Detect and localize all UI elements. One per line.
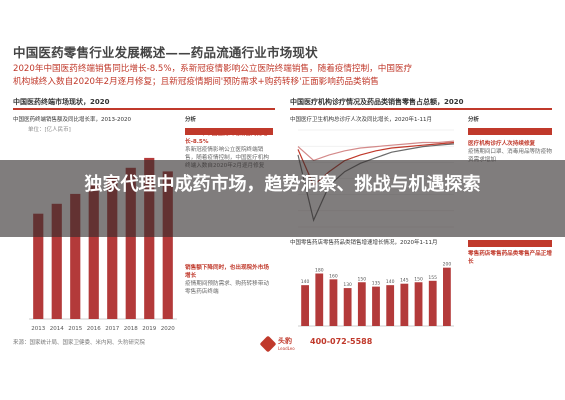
left-analysis-heading: 2020年中国医药终端销售同比增长-8.5% [185,131,268,145]
x-tick-2020: 2020 [161,326,175,332]
left-analysis-text-2: 疫情期间预防需求、购药转移带动零售药店终端 [185,281,269,295]
data-label-6: 135 [372,281,381,287]
x-tick-2014: 2014 [50,326,64,332]
right-bar-chart: 140 180 160 130 150 135 140 145 150 155 200 [298,262,454,327]
contact-phone: 400-072-5588 [310,337,373,346]
right-top-subtitle: 中国医疗卫生机构总诊疗人次及同比增长，2020年1-11月 [290,117,432,123]
data-label-4: 130 [343,282,352,288]
bar-month-5 [357,282,366,326]
headline-overlay [0,160,565,237]
data-label-5: 150 [358,276,367,282]
line-series-3 [297,140,455,162]
brand-logo: 头豹 LeadLeo [259,335,295,352]
source-note: 来源：国家统计局、国家卫健委、米内网、头豹研究院 [13,340,146,346]
data-label-3: 160 [329,273,338,279]
data-label-2: 180 [315,268,324,274]
bar-2015 [70,193,81,319]
bar-2016 [88,184,99,319]
right-bottom-subtitle: 中国零售药店零售药品类销售增速增长情况，2020年1-11月 [290,240,438,246]
bar-month-6 [372,286,380,326]
left-chart-unit: 单位：[亿人民币] [28,127,71,133]
bar-month-4 [343,288,352,326]
bar-2013 [33,213,44,319]
leadleo-logo-icon [259,335,277,352]
right-panel-rule [290,108,552,110]
x-tick-2016: 2016 [87,326,101,332]
data-label-11: 200 [443,262,452,268]
summary-line-2: 机构城终入数自2020年2月逐月修复；且新冠疫情期间'预防需求+购药转移'正面影… [13,77,379,87]
page-title: 中国医药零售行业发展概述——药品流通行业市场现状 [13,45,318,60]
right-panel-title: 中国医疗机构诊疗情况及药品类销售零售占总额，2020 [290,98,464,106]
left-bar-chart: 2013 2014 2015 2016 2017 2018 2019 2020 [29,157,177,332]
bar-month-11 [443,267,451,326]
brand-sub: LeadLeo [278,346,295,351]
x-tick-2013: 2013 [31,326,45,332]
bar-month-8 [400,283,409,326]
bar-month-10 [428,280,437,326]
x-tick-2019: 2019 [142,326,156,332]
bar-month-3 [329,279,338,326]
brand-name: 头豹 [278,337,292,345]
bar-month-1 [301,285,309,326]
x-tick-2018: 2018 [124,326,138,332]
right-analysis-bar [468,128,552,135]
left-analysis-label: 分析 [185,117,197,123]
x-tick-2017: 2017 [105,326,119,332]
right-side-heading-2: 零售药店零售药品类零售产品正增长 [468,251,552,265]
left-chart-subtitle: 中国医药终端销售额及同比增长率，2013-2020 [13,117,131,123]
x-tick-2015: 2015 [68,326,82,332]
bar-2020 [162,171,173,319]
bar-2017 [107,175,118,319]
left-panel-title: 中国医药终端市场现状，2020 [13,98,110,106]
data-label-9: 150 [414,276,423,282]
right-analysis-bar-2 [468,240,552,247]
article-headline[interactable]: 独家代理中成药市场，趋势洞察、挑战与机遇探索 [84,174,481,195]
data-label-8: 145 [400,278,409,284]
bar-2019 [144,157,155,319]
bar-month-7 [386,285,395,326]
summary-line-1: 2020年中国医药终端销售同比增长-8.5%，系新冠疫情影响公立医院终端销售，随… [13,64,413,74]
right-side-heading-1: 医疗机构诊疗人次持续修复 [468,141,536,147]
bar-month-2 [315,273,324,326]
right-analysis-label: 分析 [468,117,480,123]
data-label-10: 155 [428,275,437,281]
bar-2014 [51,203,62,319]
data-label-1: 140 [301,279,310,285]
right-analysis-box-2: 零售药店零售药品类零售产品正增长 [468,250,552,266]
data-label-7: 140 [386,279,395,285]
bar-2018 [125,167,136,319]
left-analysis-heading-2: 销售额下降同时，也出现院外市场增长 [185,265,269,279]
left-analysis-box-2: 销售额下降同时，也出现院外市场增长 疫情期间预防需求、购药转移带动零售药店终端 [185,264,273,296]
bar-month-9 [414,282,423,326]
left-analysis-bar [185,128,273,135]
left-panel-rule [13,108,275,110]
